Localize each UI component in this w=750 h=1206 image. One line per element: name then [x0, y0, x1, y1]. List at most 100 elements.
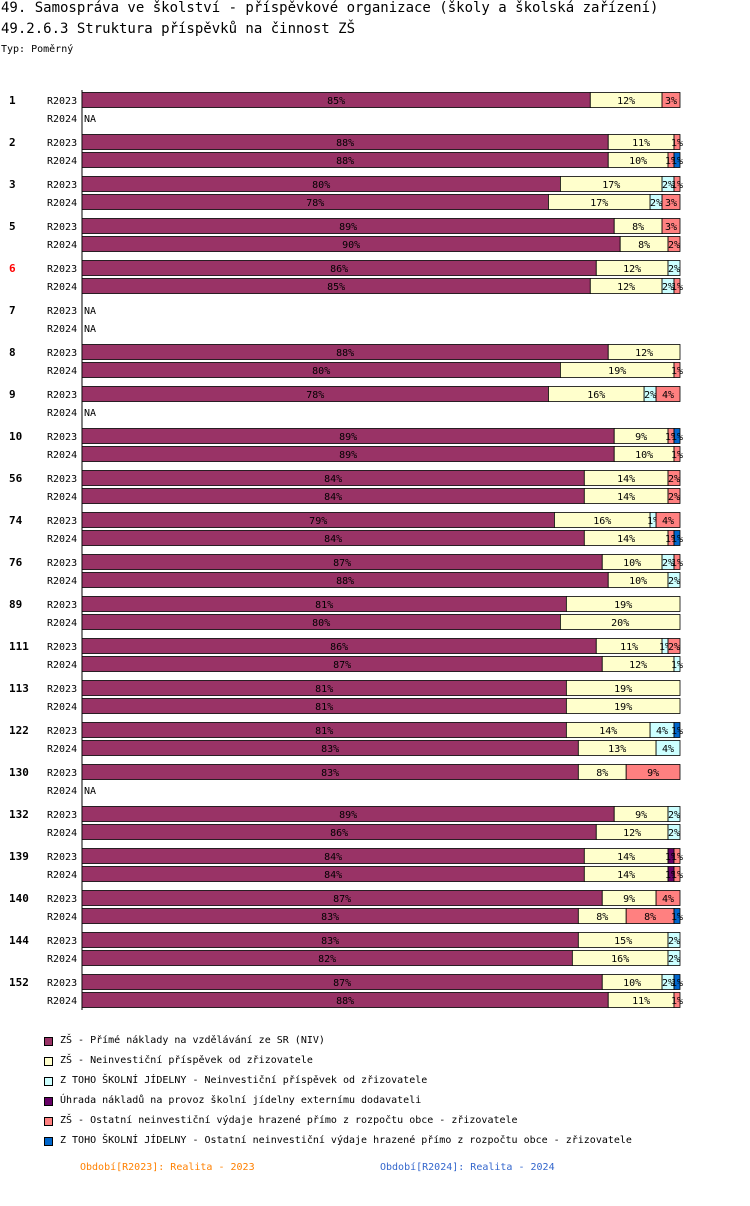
data-label: 1%	[647, 516, 659, 527]
period-label: R2023	[47, 348, 77, 359]
data-label: 9%	[647, 768, 659, 779]
bar-segment	[625, 764, 681, 780]
data-label: 85%	[327, 282, 345, 293]
period-label: R2023	[47, 264, 77, 275]
data-label: 89%	[339, 810, 357, 821]
bar-segment	[661, 194, 681, 210]
data-label: 15%	[614, 936, 632, 947]
bar-segment	[673, 866, 681, 882]
data-label: 1%	[665, 156, 677, 167]
data-label: 86%	[330, 642, 348, 653]
bar-segment	[667, 932, 681, 948]
period-label: R2024	[47, 702, 77, 713]
data-label: 9%	[623, 894, 635, 905]
bar-segment	[667, 950, 681, 966]
data-label: 17%	[602, 180, 620, 191]
bar-segment	[673, 134, 681, 150]
data-label: 3%	[665, 96, 677, 107]
period-note-2023: Období[R2023]: Realita - 2023	[80, 1162, 255, 1173]
bar-segment	[673, 278, 681, 294]
period-note-2024: Období[R2024]: Realita - 2024	[380, 1162, 555, 1173]
data-label: 1%	[665, 870, 677, 881]
bar-segment	[667, 236, 681, 252]
data-label: 1%	[665, 432, 677, 443]
group-label: 130	[9, 766, 29, 779]
data-label: 1%	[671, 138, 683, 149]
data-label: 85%	[327, 96, 345, 107]
legend-label: ZŠ - Ostatní neinvestiční výdaje hrazené…	[60, 1115, 518, 1126]
period-label: R2024	[47, 492, 77, 503]
bar-segment	[673, 362, 681, 378]
bar-segment	[560, 614, 681, 630]
data-label: 8%	[596, 912, 608, 923]
data-label: 14%	[617, 852, 635, 863]
chart-subtitle: 49.2.6.3 Struktura příspěvků na činnost …	[1, 21, 356, 37]
data-label: 12%	[623, 828, 641, 839]
group-label: 122	[9, 724, 29, 737]
data-label: 1%	[671, 558, 683, 569]
data-label: 8%	[644, 912, 656, 923]
period-label: R2023	[47, 684, 77, 695]
data-label: 84%	[324, 492, 342, 503]
period-label: R2024	[47, 576, 77, 587]
period-label: R2023	[47, 306, 77, 317]
legend-swatch	[44, 1077, 53, 1086]
period-label: R2023	[47, 600, 77, 611]
group-label: 2	[9, 136, 16, 149]
data-label: 1%	[659, 642, 671, 653]
period-label: R2023	[47, 810, 77, 821]
period-label: R2024	[47, 240, 77, 251]
data-label: 10%	[629, 156, 647, 167]
data-label: 8%	[638, 240, 650, 251]
data-label: 3%	[665, 198, 677, 209]
data-label: 9%	[635, 432, 647, 443]
group-label: 76	[9, 556, 23, 569]
data-label: 16%	[587, 390, 605, 401]
bar-segment	[673, 722, 681, 738]
group-label: 113	[9, 682, 29, 695]
data-label: 88%	[336, 348, 354, 359]
group-label: 5	[9, 220, 16, 233]
period-label: R2023	[47, 768, 77, 779]
data-label: 2%	[668, 492, 680, 503]
data-label: 1%	[671, 978, 683, 989]
data-label: 14%	[617, 534, 635, 545]
bar-segment	[673, 530, 681, 546]
chart-type-label: Typ: Poměrný	[1, 44, 74, 55]
data-label: 9%	[635, 810, 647, 821]
data-label: 88%	[336, 138, 354, 149]
data-label: 12%	[617, 96, 635, 107]
data-label: 14%	[617, 474, 635, 485]
data-label: 86%	[330, 264, 348, 275]
data-label: 2%	[662, 558, 674, 569]
data-label: 3%	[665, 222, 677, 233]
bar-segment	[655, 890, 681, 906]
data-label: 11%	[632, 138, 650, 149]
period-label: R2024	[47, 198, 77, 209]
data-label: 1%	[671, 852, 683, 863]
data-label: 1%	[671, 660, 683, 671]
data-label: 20%	[611, 618, 629, 629]
bar-segment	[673, 554, 681, 570]
data-label: 2%	[668, 936, 680, 947]
legend-swatch	[44, 1117, 53, 1126]
group-label: 9	[9, 388, 16, 401]
data-label: 12%	[623, 264, 641, 275]
bar-segment	[565, 596, 681, 612]
group-label: 132	[9, 808, 29, 821]
bar-segment	[565, 698, 681, 714]
data-label: 1%	[671, 870, 683, 881]
period-label: R2024	[47, 744, 77, 755]
data-label: 84%	[324, 534, 342, 545]
bar-segment	[667, 488, 681, 504]
data-label: 12%	[629, 660, 647, 671]
stacked-bar-chart: 1 R2023 85% 12% 3%R2024 NA2 R2023 88% 11% 1%R2024…	[9, 90, 683, 1010]
data-label: 2%	[662, 282, 674, 293]
data-label: 1%	[671, 534, 683, 545]
data-label: 19%	[614, 684, 632, 695]
data-label: 2%	[668, 642, 680, 653]
data-label: 87%	[333, 978, 351, 989]
group-label: 7	[9, 304, 16, 317]
data-label: 81%	[315, 600, 333, 611]
period-label: R2023	[47, 180, 77, 191]
